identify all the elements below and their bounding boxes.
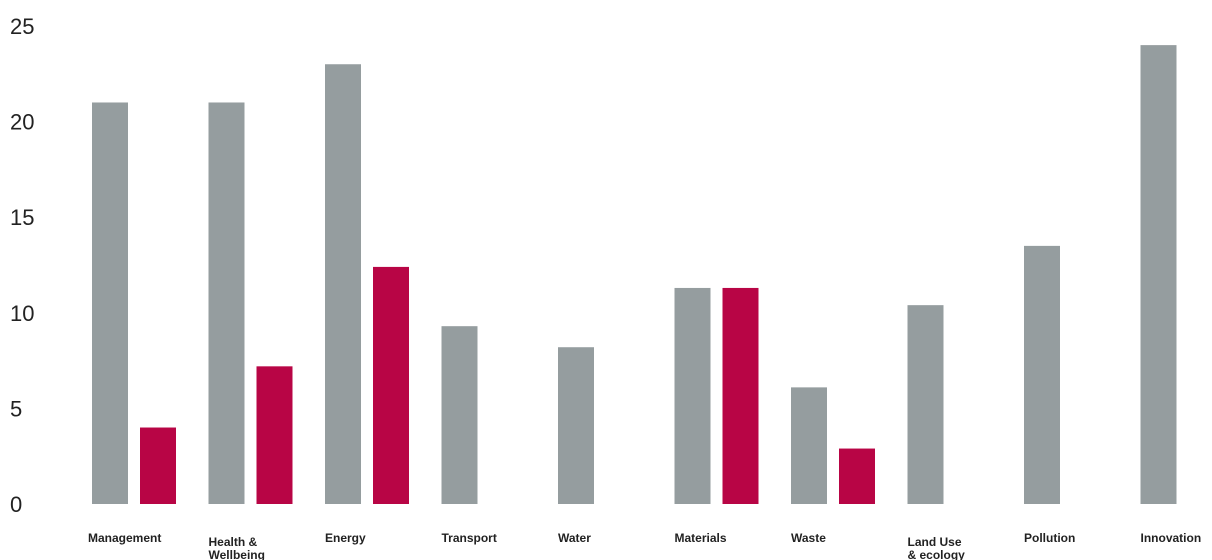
bar-series-1 xyxy=(558,347,594,504)
x-category-label-line: Waste xyxy=(791,531,826,545)
y-tick-label: 5 xyxy=(10,396,22,421)
x-axis-labels: Management Health & Wellbeing Energy Transpo… xyxy=(88,531,1201,560)
bar-series-1 xyxy=(1024,245,1060,504)
x-category-label: Innovation xyxy=(1141,531,1202,545)
bar-series-2 xyxy=(140,427,176,504)
x-category-label: Pollution xyxy=(1024,531,1075,545)
x-category-label-line: & ecology xyxy=(908,548,966,560)
x-category-label: Management xyxy=(88,531,161,545)
bar-series-1 xyxy=(208,102,245,504)
bar-series-2 xyxy=(256,366,293,504)
x-category-label: Health & Wellbeing xyxy=(209,535,265,560)
x-category-label-line: Land Use xyxy=(908,535,962,549)
bars xyxy=(92,45,1177,505)
bar-series-2 xyxy=(722,287,759,504)
y-tick-label: 15 xyxy=(10,205,34,230)
bar-series-1 xyxy=(791,387,827,504)
bar-series-2 xyxy=(839,448,875,504)
x-category-label: Energy xyxy=(325,531,366,545)
bar-series-1 xyxy=(674,287,711,504)
x-category-label-line: Energy xyxy=(325,531,366,545)
bar-series-1 xyxy=(441,326,478,504)
x-category-label: Transport xyxy=(442,531,497,545)
bar-series-1 xyxy=(92,102,128,504)
bar-series-2 xyxy=(373,266,409,504)
bar-series-1 xyxy=(1140,45,1177,505)
y-tick-label: 10 xyxy=(10,301,34,326)
bar-series-1 xyxy=(325,64,361,505)
bar-series-1 xyxy=(907,305,944,504)
x-category-label-line: Pollution xyxy=(1024,531,1075,545)
y-tick-label: 20 xyxy=(10,110,34,135)
x-category-label-line: Innovation xyxy=(1141,531,1202,545)
x-category-label-line: Wellbeing xyxy=(209,548,265,560)
x-category-label: Materials xyxy=(675,531,727,545)
x-category-label-line: Water xyxy=(558,531,591,545)
x-category-label: Land Use & ecology xyxy=(908,535,966,560)
x-category-label-line: Materials xyxy=(675,531,727,545)
x-category-label: Water xyxy=(558,531,591,545)
y-tick-label: 0 xyxy=(10,492,22,517)
x-category-label-line: Health & xyxy=(209,535,258,549)
x-category-label-line: Management xyxy=(88,531,161,545)
x-category-label-line: Transport xyxy=(442,531,497,545)
x-category-label: Waste xyxy=(791,531,826,545)
y-axis-ticks: 0 5 10 15 20 25 xyxy=(10,14,34,517)
y-tick-label: 25 xyxy=(10,14,34,39)
